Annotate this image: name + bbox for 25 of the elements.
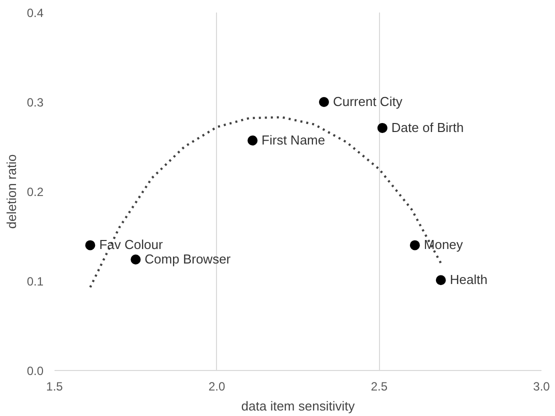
annotation: Date of Birth <box>391 120 464 135</box>
annotation: Money <box>424 237 464 252</box>
point <box>85 240 96 250</box>
x-tick-label: 2.5 <box>370 380 388 394</box>
annotation: First Name <box>262 132 326 148</box>
annotation: Health <box>450 272 488 288</box>
y-tick-label: 0.4 <box>26 6 44 20</box>
y-tick-label: 0.3 <box>26 96 44 110</box>
y-tick-label: 0.1 <box>26 274 44 288</box>
x-axis-title: data item sensitivity <box>241 398 356 414</box>
point <box>436 275 446 286</box>
y-tick-label: 0.2 <box>26 185 44 199</box>
point <box>410 240 420 250</box>
x-tick-label: 1.5 <box>46 380 64 394</box>
x-tick-label: 3.0 <box>533 380 550 394</box>
y-axis-title: deletion ratio <box>4 154 19 229</box>
point <box>130 254 141 265</box>
point <box>248 135 258 146</box>
y-tick-label: 0.0 <box>26 364 44 378</box>
point <box>318 97 329 107</box>
x-tick-label: 2.0 <box>208 380 226 394</box>
annotation: Current City <box>332 94 403 109</box>
annotation: Comp Browser <box>144 252 232 267</box>
annotation: Fav Colour <box>99 237 164 252</box>
point <box>377 122 388 133</box>
